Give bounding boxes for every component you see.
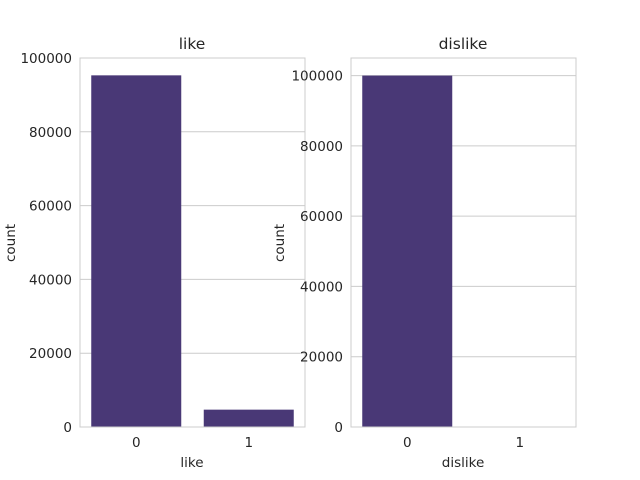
y-tick-label: 60000 [29, 199, 72, 215]
bar-0 [91, 75, 182, 427]
y-tick-label: 0 [63, 420, 72, 436]
y-tick-label: 60000 [300, 209, 343, 225]
plot-frame [79, 57, 306, 428]
plot-frame [350, 57, 577, 428]
x-tick-label: 1 [515, 435, 524, 451]
subplot-like: like like count 0 20000 40000 60000 80000 100… [3, 35, 306, 471]
y-tick-label: 20000 [300, 350, 343, 366]
y-tick-label: 100000 [20, 51, 72, 67]
y-tick-label: 80000 [300, 139, 343, 155]
chart-title: like [179, 35, 206, 53]
y-axis-label: count [3, 224, 19, 262]
x-axis-label: like [180, 455, 203, 471]
y-axis-label: count [272, 224, 288, 262]
y-tick-label: 20000 [29, 346, 72, 362]
x-tick-label: 1 [244, 435, 253, 451]
y-tick-label: 40000 [29, 272, 72, 288]
x-tick-label: 0 [403, 435, 412, 451]
y-tick-label: 100000 [291, 69, 343, 85]
bar-0 [362, 75, 453, 428]
bar-1 [203, 409, 294, 427]
x-tick-label: 0 [132, 435, 141, 451]
subplot-dislike: dislike dislike count 0 20000 40000 60000 80… [272, 35, 577, 471]
y-tick-label: 40000 [300, 279, 343, 295]
x-axis-label: dislike [442, 455, 485, 471]
y-tick-label: 80000 [29, 125, 72, 141]
chart-title: dislike [439, 35, 488, 53]
y-tick-label: 0 [334, 420, 343, 436]
